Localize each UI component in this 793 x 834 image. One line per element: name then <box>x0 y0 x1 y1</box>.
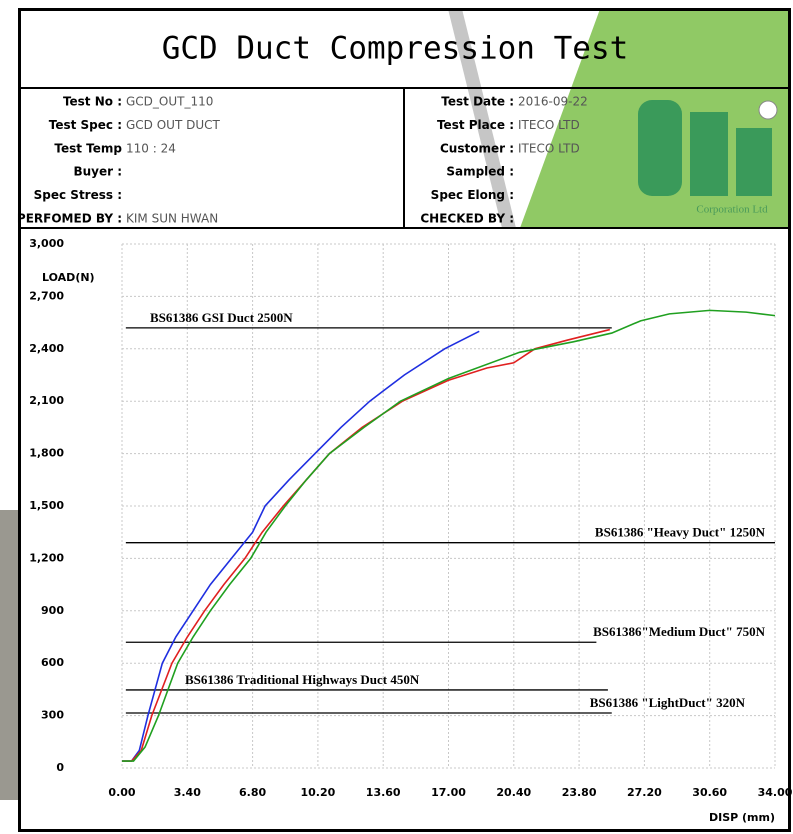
info-label: Customer : <box>440 141 514 155</box>
x-tick-label: 0.00 <box>108 786 135 799</box>
y-tick-label: 1,200 <box>29 551 64 564</box>
info-label: Buyer : <box>73 165 122 179</box>
y-tick-label: 300 <box>41 709 64 722</box>
logo-text: Corporation Ltd <box>696 204 768 216</box>
info-label: Sampled : <box>446 165 514 179</box>
logo-shape <box>690 112 728 196</box>
y-tick-label: 2,100 <box>29 394 64 407</box>
y-tick-label: 900 <box>41 604 64 617</box>
side-photo <box>0 510 18 800</box>
info-label: Test Date : <box>441 95 514 109</box>
x-tick-label: 34.00 <box>758 786 793 799</box>
x-tick-label: 27.20 <box>627 786 662 799</box>
info-value: GCD OUT DUCT <box>126 118 221 132</box>
x-axis-label: DISP (mm) <box>709 811 775 824</box>
info-label: CHECKED BY : <box>420 212 514 226</box>
reference-label: BS61386 Traditional Highways Duct 450N <box>185 672 420 687</box>
x-tick-label: 10.20 <box>301 786 336 799</box>
x-tick-label: 23.80 <box>562 786 597 799</box>
info-value: ITECO LTD <box>518 118 580 132</box>
y-tick-label: 2,700 <box>29 289 64 302</box>
info-value: KIM SUN HWAN <box>126 212 218 226</box>
x-tick-label: 6.80 <box>239 786 266 799</box>
y-tick-label: 1,500 <box>29 499 64 512</box>
y-axis-label: LOAD(N) <box>42 271 95 284</box>
info-label: Test Place : <box>437 118 514 132</box>
info-label: Spec Stress : <box>34 188 122 202</box>
title: GCD Duct Compression Test <box>162 31 629 67</box>
y-tick-label: 3,000 <box>29 237 64 250</box>
x-tick-label: 20.40 <box>496 786 531 799</box>
info-label: Test Temp <box>54 141 122 155</box>
y-tick-label: 2,400 <box>29 342 64 355</box>
info-label: Spec Elong : <box>431 188 514 202</box>
data-line <box>122 331 479 761</box>
data-line <box>122 330 610 761</box>
info-label: Test No : <box>63 95 122 109</box>
x-tick-label: 3.40 <box>174 786 201 799</box>
x-tick-label: 17.00 <box>431 786 466 799</box>
info-label: PERFOMED BY : <box>17 212 122 226</box>
logo-shape <box>759 101 777 119</box>
logo-shape <box>736 128 772 196</box>
info-value: GCD_OUT_110 <box>126 95 213 109</box>
page: GCD Duct Compression Test Corporation Lt… <box>0 0 793 834</box>
info-value: 110 : 24 <box>126 141 176 155</box>
y-tick-label: 600 <box>41 656 64 669</box>
y-tick-label: 0 <box>56 761 64 774</box>
logo-shape <box>638 100 682 196</box>
reference-label: BS61386 "Heavy Duct" 1250N <box>595 525 766 540</box>
info-label: Test Spec : <box>49 118 122 132</box>
x-tick-label: 13.60 <box>366 786 401 799</box>
info-value: ITECO LTD <box>518 141 580 155</box>
reference-label: BS61386"Medium Duct" 750N <box>593 624 765 639</box>
reference-label: BS61386 "LightDuct" 320N <box>590 695 746 710</box>
info-value: 2016-09-22 <box>518 95 588 109</box>
y-tick-label: 1,800 <box>29 447 64 460</box>
x-tick-label: 30.60 <box>692 786 727 799</box>
reference-label: BS61386 GSI Duct 2500N <box>150 310 293 325</box>
